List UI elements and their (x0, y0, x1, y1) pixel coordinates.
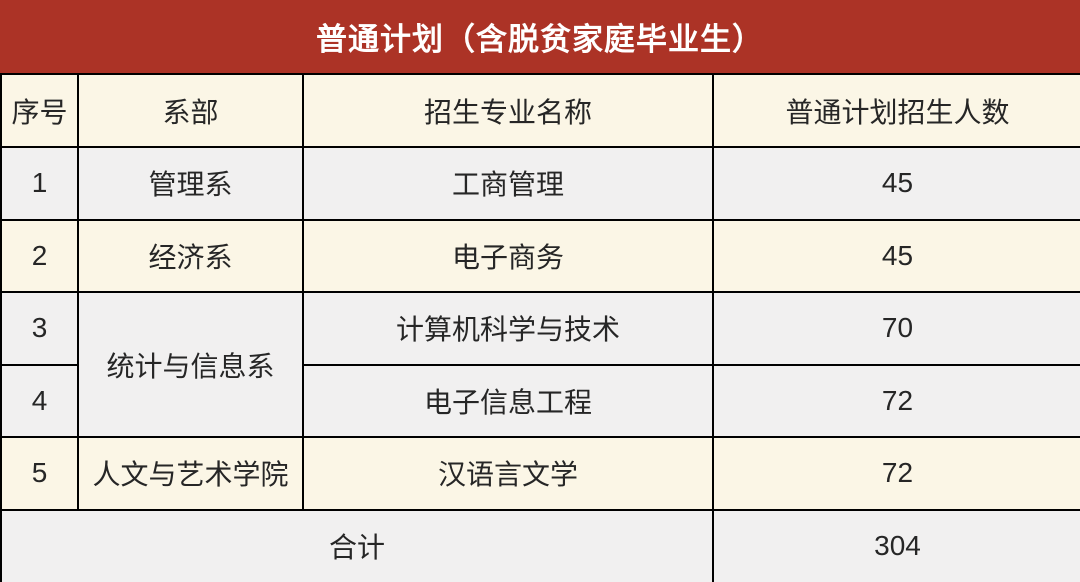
cell-major: 工商管理 (302, 146, 714, 221)
col-header-major: 招生专业名称 (302, 73, 714, 148)
table-title: 普通计划（含脱贫家庭毕业生） (316, 22, 764, 57)
cell-count: 72 (712, 436, 1080, 511)
table-row-3: 3 统计与信息系 计算机科学与技术 70 (0, 291, 1080, 438)
cell-department: 人文与艺术学院 (77, 436, 304, 511)
header-row: 序号 系部 招生专业名称 普通计划招生人数 (0, 73, 1080, 148)
cell-department-merged: 统计与信息系 (77, 291, 304, 438)
table-row-5: 5 人文与艺术学院 汉语言文学 72 (0, 436, 1080, 511)
cell-department: 经济系 (77, 218, 304, 293)
table-row-1: 1 管理系 工商管理 45 (0, 146, 1080, 221)
cell-count: 45 (712, 218, 1080, 293)
col-header-count: 普通计划招生人数 (712, 73, 1080, 148)
col-header-serial: 序号 (0, 73, 79, 148)
table-row-4: 4 电子信息工程 72 (0, 363, 1080, 438)
cell-major: 电子商务 (302, 218, 714, 293)
total-label: 合计 (0, 508, 714, 582)
cell-count: 72 (712, 363, 1080, 438)
cell-major: 计算机科学与技术 (302, 291, 714, 366)
total-row: 合计 304 (0, 508, 1080, 582)
cell-major: 汉语言文学 (302, 436, 714, 511)
enrollment-table: 序号 系部 招生专业名称 普通计划招生人数 1 管理系 工商管理 45 2 经济… (0, 73, 1080, 582)
cell-serial: 5 (0, 436, 79, 511)
table-row-2: 2 经济系 电子商务 45 (0, 218, 1080, 293)
cell-count: 45 (712, 146, 1080, 221)
total-count: 304 (712, 508, 1080, 582)
cell-count: 70 (712, 291, 1080, 366)
cell-serial: 2 (0, 218, 79, 293)
table-title-banner: 普通计划（含脱贫家庭毕业生） (0, 0, 1080, 73)
cell-major: 电子信息工程 (302, 363, 714, 438)
cell-serial: 1 (0, 146, 79, 221)
cell-department: 管理系 (77, 146, 304, 221)
cell-serial: 3 (0, 291, 79, 366)
col-header-department: 系部 (77, 73, 304, 148)
cell-serial: 4 (0, 363, 79, 438)
